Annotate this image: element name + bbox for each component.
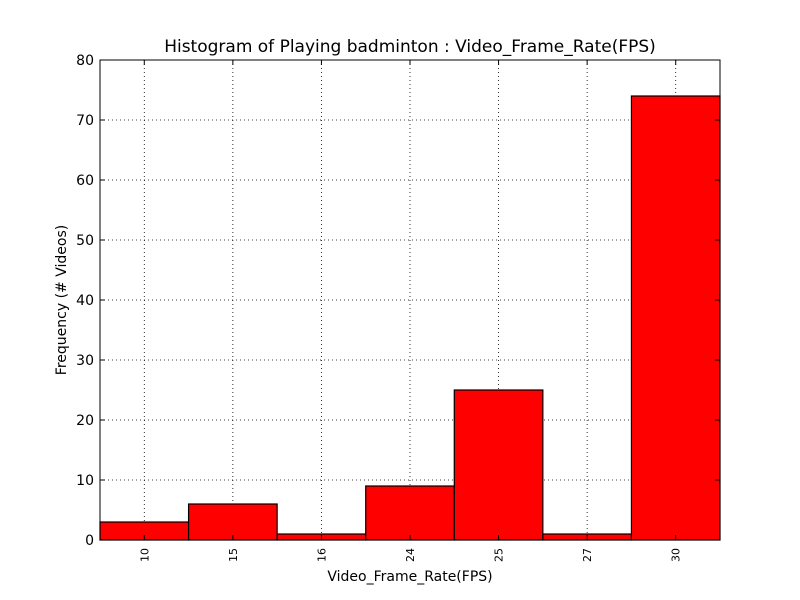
y-axis-label: Frequency (# Videos) — [54, 225, 70, 375]
y-tick-label: 20 — [76, 413, 94, 429]
x-tick-label: 30 — [670, 548, 683, 562]
y-tick-label: 50 — [76, 233, 94, 249]
x-tick-label: 15 — [227, 548, 240, 562]
y-tick-label: 30 — [76, 353, 94, 369]
x-tick-label: 10 — [138, 548, 151, 562]
ticks — [100, 59, 720, 541]
x-tick-label: 24 — [404, 548, 417, 562]
y-tick-label: 0 — [85, 533, 94, 549]
y-tick-label: 60 — [76, 173, 94, 189]
bars — [99, 95, 721, 541]
chart-title: Histogram of Playing badminton : Video_F… — [164, 37, 656, 57]
bar — [453, 389, 544, 541]
y-tick-label: 80 — [76, 53, 94, 69]
x-axis-label: Video_Frame_Rate(FPS) — [327, 569, 492, 585]
bar — [365, 485, 455, 541]
y-tick-label: 10 — [76, 473, 94, 489]
bar — [630, 95, 721, 541]
y-tick-label: 70 — [76, 113, 94, 129]
bar — [187, 503, 278, 541]
x-tick-label: 16 — [315, 548, 328, 562]
y-tick-label: 40 — [76, 293, 94, 309]
x-tick-label: 25 — [493, 548, 506, 562]
tick-labels: 0 10 20 30 40 50 60 70 80 10 15 16 24 25 27 30 — [76, 53, 683, 562]
x-tick-label: 27 — [581, 548, 594, 562]
